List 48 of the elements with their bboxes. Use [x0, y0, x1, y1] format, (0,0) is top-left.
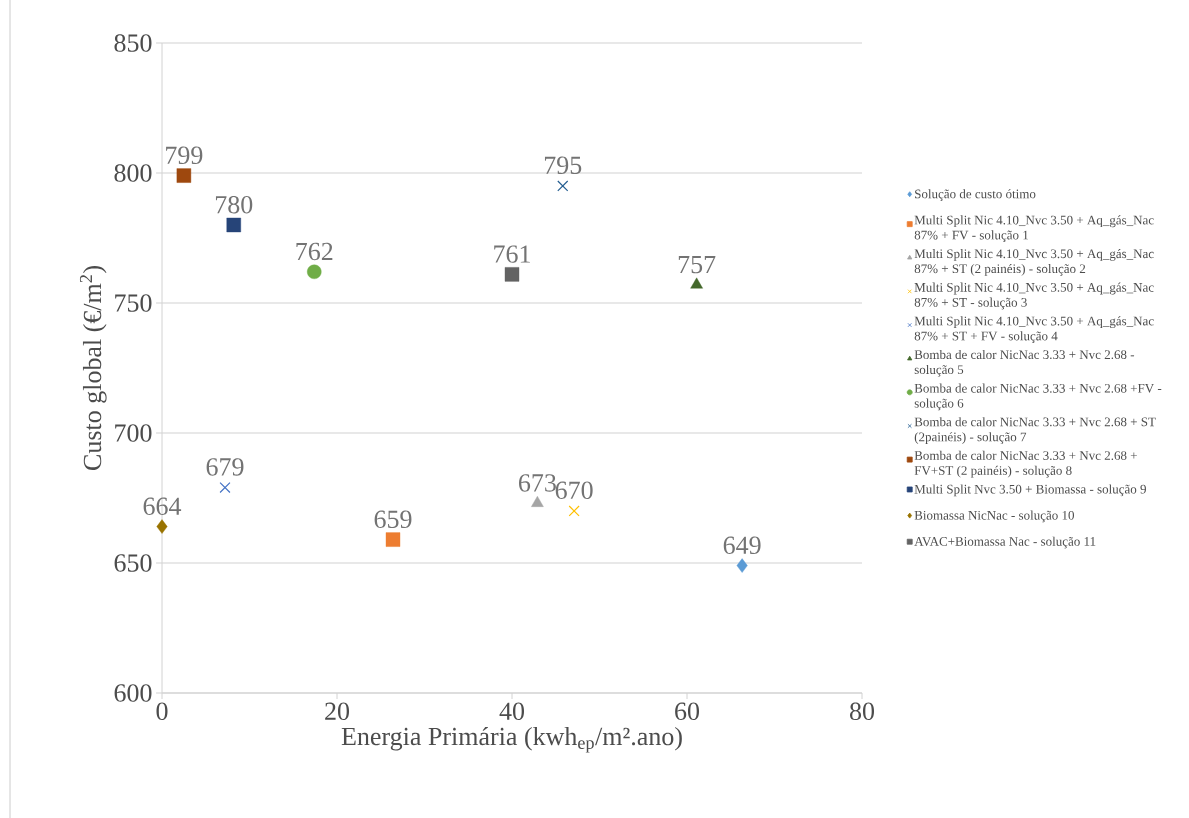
y-axis-title: Custo global (€/m$^{2}$) [79, 266, 107, 470]
data-label: 649 [723, 536, 761, 555]
data-label: 795 [544, 156, 582, 175]
point [307, 264, 322, 279]
legend-label: AVAC+Biomassa Nac - solução 11 [914, 536, 1096, 549]
y-tick-label: 750 [115, 294, 152, 312]
y-tick-label: 650 [114, 554, 152, 572]
point [504, 267, 520, 282]
legend-label: Bomba de calor NicNac 3.33 + Nvc 2.68 + ST (2painéis) - solução 7 [914, 417, 1156, 444]
legend-label: Bomba de calor NicNac 3.33 + Nvc 2.68 - solução 5 [914, 349, 1135, 377]
x-tick-label: 20 [325, 702, 350, 721]
y-tick-label: 800 [114, 164, 152, 182]
data-label: 799 [166, 146, 203, 165]
legend-label: Bomba de calor NicNac 3.33 + Nvc 2.68 + FV+ST (2 painéis) - solução 8 [914, 450, 1137, 478]
x-axis-title: Energia Primária (kwh$_{ep}$/m².ano) [341, 726, 682, 753]
legend-label: Multi Split Nic 4.10_Nvc 3.50 + Aq_gás_Nac 87% + ST - solução 3 [914, 282, 1154, 310]
data-label: 679 [206, 458, 244, 476]
data-label: 673 [518, 474, 556, 492]
legend-label: Solução de custo ótimo [915, 189, 1036, 201]
y-tick-label: 700 [115, 424, 152, 442]
data-label: 761 [494, 245, 530, 263]
x-tick-label: 60 [675, 702, 700, 721]
y-tick-label: 850 [114, 34, 152, 52]
point [736, 558, 748, 573]
x-tick-label: 40 [499, 702, 525, 721]
legend-label: Biomassa NicNac - solução 10 [914, 510, 1075, 523]
point [176, 168, 192, 183]
legend-label: Bomba de calor NicNac 3.33 + Nvc 2.68 +FV - solução 6 [914, 383, 1162, 411]
x-tick-label: 0 [156, 702, 168, 721]
point [690, 277, 703, 289]
point [557, 180, 569, 192]
data-label: 664 [143, 497, 182, 516]
data-label: 762 [296, 242, 333, 261]
data-label: 757 [678, 255, 716, 274]
legend-label: Multi Split Nic 4.10_Nvc 3.50 + Aq_gás_Nac 87% + ST + FV - solução 4 [914, 316, 1154, 344]
y-tick-label: 600 [114, 684, 152, 702]
point [226, 217, 241, 233]
data-label: 659 [374, 510, 412, 529]
data-label: 670 [555, 481, 593, 500]
legend-label: Multi Split Nic 4.10_Nvc 3.50 + Aq_gás_Nac 87% + FV - solução 1 [914, 215, 1154, 243]
point [385, 532, 401, 547]
point [219, 482, 231, 494]
x-tick-label: 80 [849, 702, 875, 721]
data-label: 780 [215, 195, 253, 214]
point [568, 505, 580, 517]
legend-label: Multi Split Nvc 3.50 + Biomassa - solução 9 [914, 484, 1146, 497]
legend-label: Multi Split Nic 4.10_Nvc 3.50 + Aq_gás_Nac 87% + ST (2 painéis) - solução 2 [914, 248, 1154, 276]
point [156, 519, 168, 534]
